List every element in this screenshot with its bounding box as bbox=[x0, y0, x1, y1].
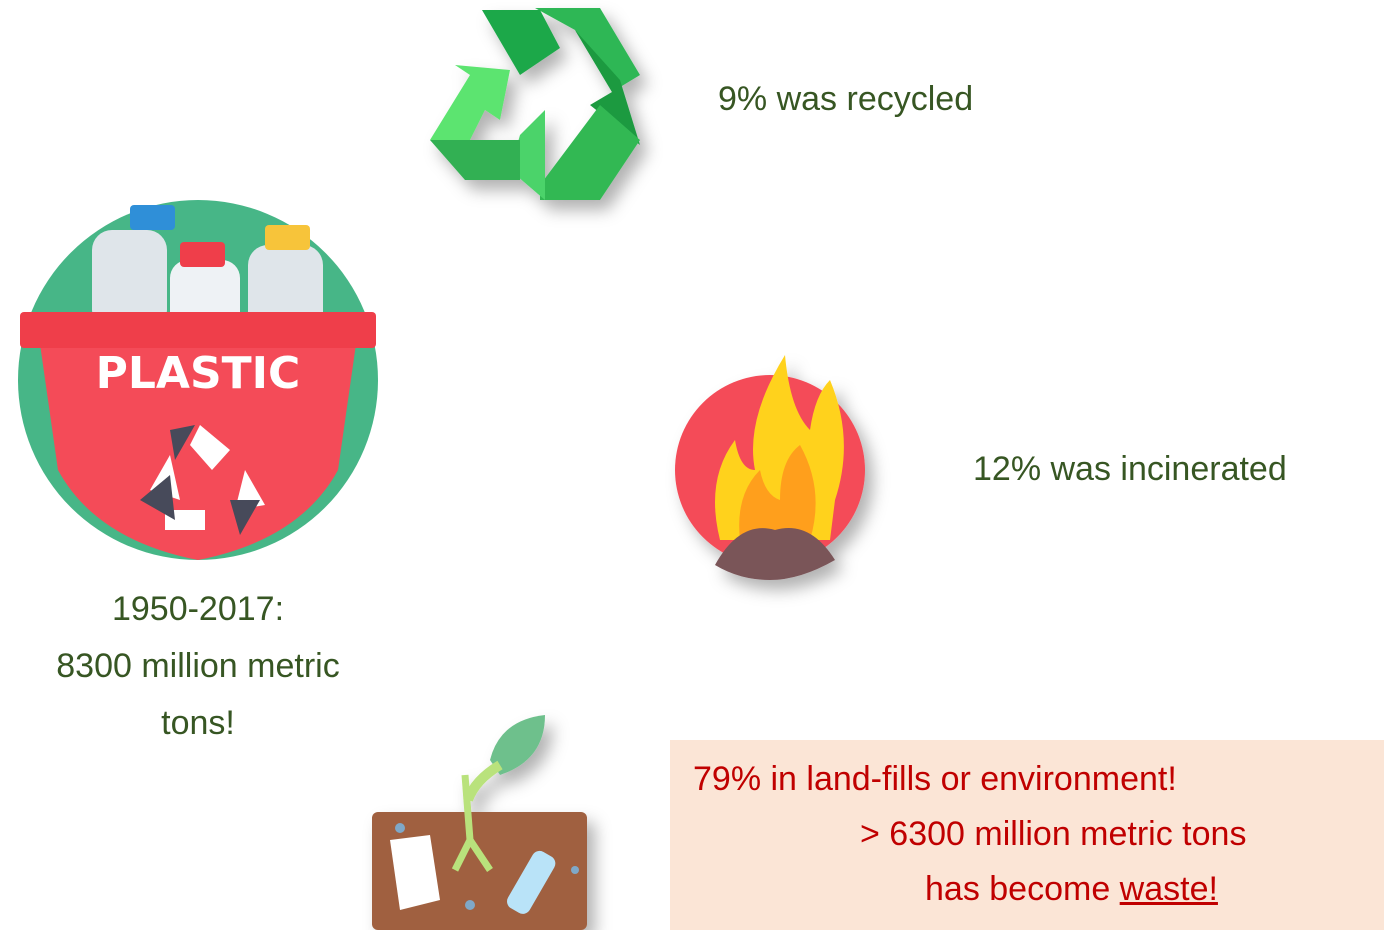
fire-icon bbox=[675, 355, 865, 580]
recycle-icon bbox=[430, 8, 640, 200]
waste-line-wrap: has become waste! bbox=[925, 872, 1218, 906]
soil-icon bbox=[372, 715, 587, 930]
total-line: tons! bbox=[0, 706, 396, 740]
incinerated-text: 12% was incinerated bbox=[973, 452, 1287, 486]
bin-label: PLASTIC bbox=[96, 348, 301, 399]
waste-line: has become bbox=[925, 870, 1120, 908]
waste-line: 79% in land-fills or environment! bbox=[693, 762, 1177, 796]
recycled-text: 9% was recycled bbox=[718, 82, 973, 116]
waste-emphasis: waste! bbox=[1120, 870, 1218, 908]
total-line: 1950-2017: bbox=[0, 592, 396, 626]
waste-line: > 6300 million metric tons bbox=[860, 817, 1246, 851]
waste-box: 79% in land-fills or environment! > 6300… bbox=[670, 740, 1384, 930]
total-line: 8300 million metric bbox=[0, 649, 396, 683]
page: PLASTIC 9% was recycled 12% was incinera… bbox=[0, 0, 1384, 930]
